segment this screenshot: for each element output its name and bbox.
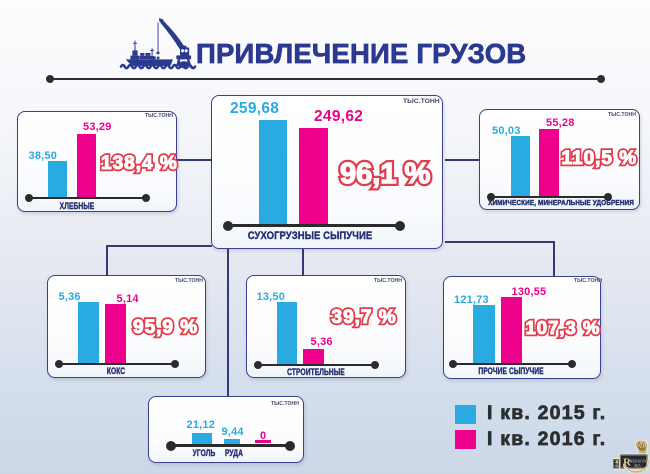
svg-text:SEA: SEA (634, 464, 641, 468)
svg-text:HERSON: HERSON (630, 459, 647, 464)
svg-text:R: R (623, 457, 632, 469)
svg-text:PORT: PORT (638, 468, 648, 472)
